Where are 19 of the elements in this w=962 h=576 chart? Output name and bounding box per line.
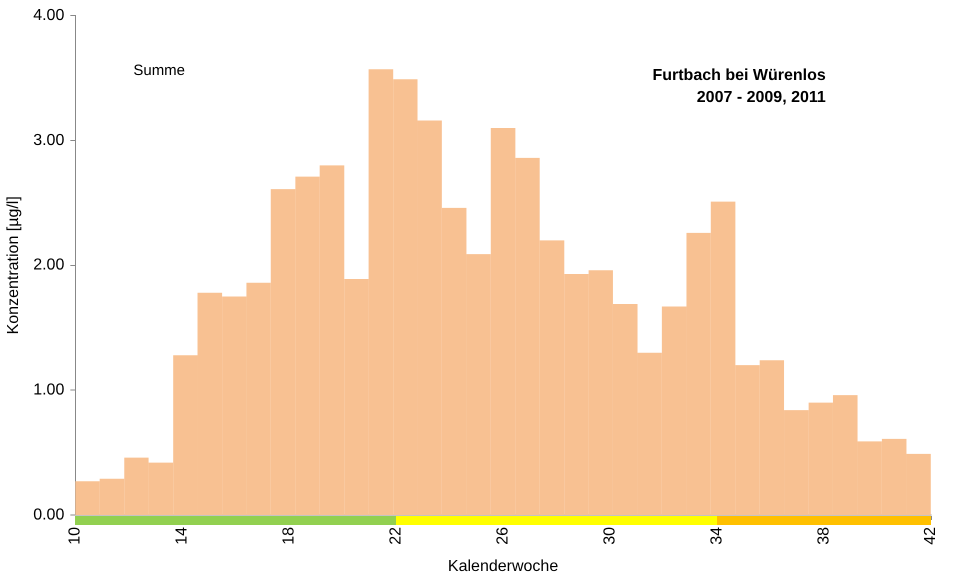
x-tick-label: 34: [708, 526, 726, 545]
x-tick-label: 38: [815, 526, 832, 545]
y-tick-label: 3.00: [33, 132, 64, 149]
y-axis-title: Konzentration [µg/l]: [5, 196, 22, 334]
x-axis-title: Kalenderwoche: [448, 558, 558, 575]
y-tick-label: 4.00: [33, 7, 64, 24]
y-tick-label: 0.00: [33, 506, 64, 524]
y-tick-label: 1.00: [33, 382, 64, 399]
x-tick-label: 42: [922, 526, 940, 545]
text: Furtbach bei Würenlos: [652, 67, 826, 84]
text: 2007 - 2009, 2011: [696, 89, 826, 106]
annotation: Summe: [133, 62, 186, 80]
x-tick-label: 26: [494, 526, 512, 545]
y-tick-label: 2.00: [33, 256, 64, 274]
x-tick-label: 14: [174, 526, 191, 545]
x-tick-label: 10: [66, 526, 84, 545]
x-tick-label: 22: [388, 526, 405, 545]
x-tick-label: 18: [280, 526, 298, 545]
x-tick-label: 30: [601, 526, 618, 545]
